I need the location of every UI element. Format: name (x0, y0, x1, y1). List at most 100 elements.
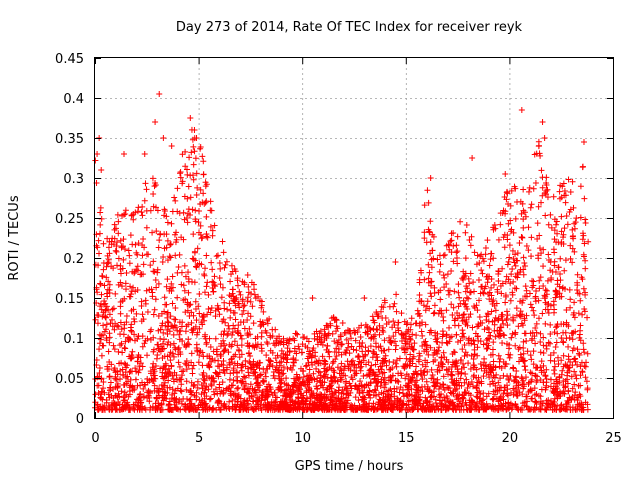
data-point (323, 394, 330, 401)
data-point (235, 346, 242, 353)
data-point (232, 351, 239, 358)
data-point (437, 261, 444, 268)
data-point (368, 362, 375, 369)
data-point (197, 222, 204, 229)
data-point (193, 317, 200, 324)
data-point (226, 325, 233, 332)
data-point (387, 339, 394, 346)
data-point (389, 365, 396, 372)
data-point (221, 264, 228, 271)
data-point (387, 386, 394, 393)
data-point (247, 381, 254, 388)
data-point (350, 346, 357, 353)
data-point (473, 366, 480, 373)
data-point (226, 398, 233, 405)
data-point (140, 385, 147, 392)
data-point (527, 406, 534, 413)
data-point (528, 304, 535, 311)
data-point (100, 322, 107, 329)
data-point (203, 233, 210, 240)
data-point (517, 351, 524, 358)
data-point (582, 374, 589, 381)
data-point (398, 338, 405, 345)
data-point (505, 258, 512, 265)
data-point (97, 204, 104, 211)
data-point (207, 395, 214, 402)
data-point (503, 273, 510, 280)
data-point (112, 405, 119, 412)
data-point (123, 286, 130, 293)
data-point (386, 334, 393, 341)
data-point (520, 186, 527, 193)
data-point (190, 161, 197, 168)
data-point (518, 107, 525, 113)
data-point (564, 406, 571, 413)
data-point (395, 378, 402, 385)
data-point (264, 387, 271, 394)
data-point (332, 389, 339, 396)
data-point (579, 369, 586, 376)
data-point (414, 387, 421, 394)
data-point (111, 226, 118, 233)
data-point (497, 332, 504, 339)
data-point (209, 355, 216, 362)
data-point (100, 385, 107, 392)
data-point (255, 399, 262, 406)
data-point (266, 362, 273, 369)
data-point (171, 369, 178, 376)
data-point (468, 352, 475, 359)
data-point (563, 307, 570, 314)
data-point (556, 290, 563, 297)
data-point (343, 336, 350, 343)
data-point (449, 372, 456, 379)
data-point (430, 375, 437, 382)
data-point (161, 389, 168, 396)
data-point (232, 316, 239, 323)
data-point (117, 319, 124, 326)
data-point (400, 393, 407, 400)
data-point (525, 247, 532, 254)
data-point (436, 252, 443, 259)
data-point (203, 283, 210, 290)
data-point (416, 352, 423, 359)
data-point (161, 206, 168, 213)
data-point (370, 348, 377, 355)
data-point (413, 332, 420, 339)
data-point (484, 310, 491, 317)
data-point (130, 405, 137, 412)
data-point (531, 385, 538, 392)
data-point (578, 274, 585, 281)
data-point (391, 300, 398, 307)
data-point (372, 361, 379, 368)
data-point (244, 294, 251, 301)
data-point (428, 278, 435, 285)
data-point (576, 331, 583, 338)
data-point (180, 368, 187, 375)
data-point (488, 292, 495, 299)
data-point (392, 346, 399, 353)
data-point (431, 284, 438, 291)
data-point (118, 244, 125, 251)
data-point (521, 357, 528, 364)
data-point (179, 151, 186, 158)
data-point (441, 394, 448, 401)
data-point (560, 363, 567, 370)
data-point (179, 372, 186, 379)
data-point (450, 258, 457, 265)
data-point (558, 228, 565, 235)
data-point (457, 337, 464, 344)
data-point (448, 237, 455, 244)
data-point (495, 316, 502, 323)
data-point (172, 387, 179, 394)
data-point (231, 338, 238, 345)
data-point (484, 237, 491, 244)
data-point (538, 369, 545, 376)
data-point (370, 325, 377, 332)
data-point (333, 352, 340, 359)
data-point (427, 393, 434, 400)
data-point (202, 401, 209, 408)
data-point (567, 255, 574, 262)
data-point (467, 366, 474, 373)
data-point (197, 186, 204, 193)
data-point (481, 359, 488, 366)
